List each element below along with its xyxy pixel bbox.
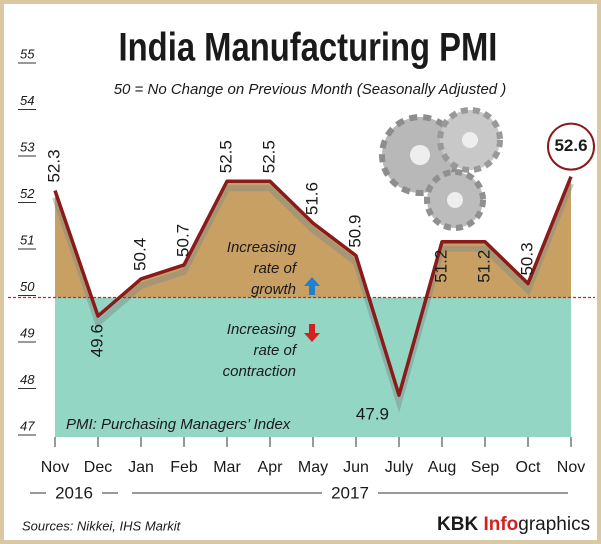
gears	[382, 110, 500, 228]
value-label: 52.6	[554, 136, 587, 155]
value-label: 50.9	[345, 215, 364, 248]
y-tick-label: 49	[20, 325, 34, 340]
x-tick-label: Feb	[170, 459, 198, 476]
annotation: PMI: Purchasing Managers’ Index	[66, 416, 291, 433]
x-tick-label: Jun	[343, 459, 369, 476]
chart-title: India Manufacturing PMI	[119, 24, 498, 69]
brand: KBK Infographics	[437, 514, 590, 535]
x-tick-label: Apr	[258, 459, 284, 476]
value-label: 49.6	[87, 324, 106, 357]
value-label: 50.3	[517, 242, 536, 275]
y-tick-label: 51	[20, 232, 34, 247]
x-tick-label: Aug	[428, 459, 456, 476]
value-label: 50.4	[130, 238, 149, 271]
y-tick-label: 55	[20, 46, 35, 61]
chart: India Manufacturing PMI 50 = No Change o…	[0, 0, 601, 544]
subtitle: 50 = No Change on Previous Month (Season…	[114, 81, 507, 98]
x-tick-label: July	[385, 459, 413, 476]
annotation: growth	[251, 281, 296, 298]
annotation: rate of	[253, 342, 297, 359]
brand-part: graphics	[518, 514, 590, 535]
value-label: 50.7	[173, 224, 192, 257]
x-tick-label: Nov	[41, 459, 69, 476]
x-tick-label: May	[298, 459, 328, 476]
y-tick-label: 50	[20, 279, 35, 294]
y-tick-label: 53	[20, 139, 35, 154]
x-tick-label: Oct	[516, 459, 541, 476]
year-label: 2017	[331, 483, 369, 502]
year-label: 2016	[55, 483, 93, 502]
x-tick-label: Nov	[557, 459, 585, 476]
y-tick-label: 47	[20, 418, 35, 433]
annotation: Increasing	[227, 321, 297, 338]
annotation: rate of	[253, 260, 297, 277]
x-tick-label: Sep	[471, 459, 500, 476]
plot: 47 48 49 50 51 52 53 54 55 Nov 52.3 Dec 49.6 Jan 50.4 F…	[8, 46, 595, 502]
value-label: 52.3	[44, 149, 63, 182]
value-label: 51.6	[302, 182, 321, 215]
value-label: 52.5	[259, 140, 278, 173]
value-label: 47.9	[356, 405, 389, 424]
y-tick-label: 52	[20, 186, 35, 201]
annotation: contraction	[223, 363, 296, 380]
annotation: Increasing	[227, 239, 297, 256]
y-tick-label: 48	[20, 372, 35, 387]
source: Sources: Nikkei, IHS Markit	[22, 518, 182, 533]
x-tick-label: Mar	[213, 459, 241, 476]
page: {"chart_data": {"type": "line", "title":…	[0, 0, 601, 544]
brand-part: Info	[483, 514, 518, 535]
y-tick-label: 54	[20, 93, 34, 108]
value-label: 52.5	[216, 140, 235, 173]
brand-part: KBK	[437, 514, 483, 535]
value-label: 51.2	[431, 250, 450, 283]
x-tick-label: Dec	[84, 459, 112, 476]
value-label: 51.2	[474, 250, 493, 283]
x-tick-label: Jan	[128, 459, 154, 476]
